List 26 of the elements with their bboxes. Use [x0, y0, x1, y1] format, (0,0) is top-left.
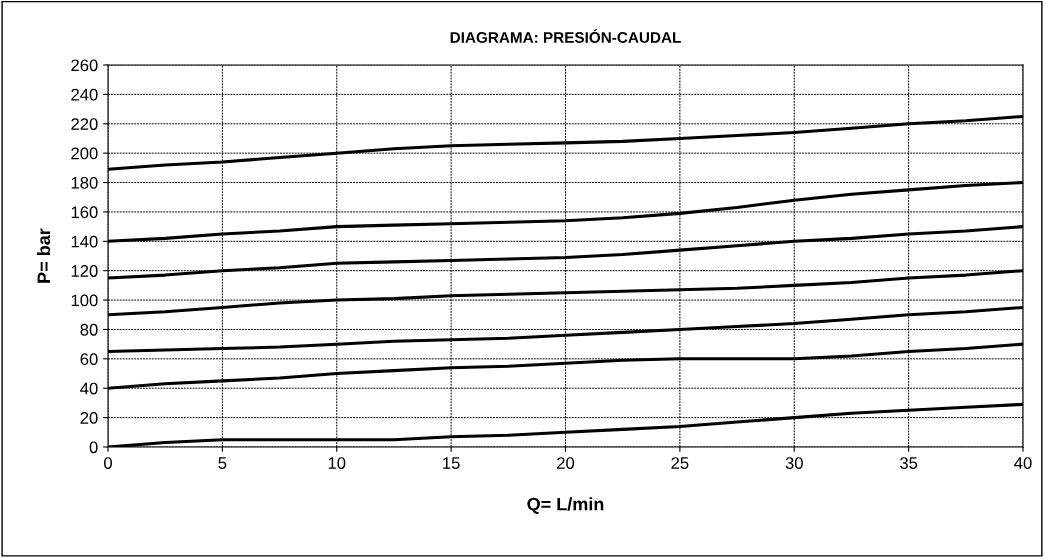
- x-tick-label: 25: [671, 457, 689, 469]
- y-tick-label: 180: [71, 176, 98, 189]
- x-tick-label: 20: [557, 457, 575, 469]
- x-tick-label: 30: [785, 457, 803, 469]
- y-tick-label: 60: [80, 353, 98, 366]
- x-tick-label: 10: [328, 457, 346, 469]
- x-tick-label: 15: [443, 457, 460, 469]
- y-tick-label: 40: [80, 382, 98, 395]
- y-tick-label: 260: [71, 59, 98, 72]
- x-tick-label: 40: [1014, 457, 1032, 469]
- x-tick-label: 35: [899, 457, 918, 469]
- y-tick-label: 120: [71, 265, 98, 277]
- y-axis-title: P= bar: [36, 228, 51, 283]
- y-tick-label: 240: [71, 88, 98, 101]
- y-tick-label: 100: [71, 294, 98, 307]
- y-tick-label: 20: [80, 412, 98, 424]
- x-tick-label: 0: [104, 457, 112, 469]
- x-axis-title: Q= L/min: [527, 497, 604, 514]
- y-tick-label: 140: [71, 235, 98, 248]
- y-tick-label: 0: [89, 441, 98, 454]
- y-tick-label: 160: [71, 206, 98, 219]
- y-tick-label: 220: [71, 118, 98, 130]
- y-tick-label: 200: [71, 147, 98, 160]
- y-tick-label: 80: [80, 323, 98, 336]
- x-tick-label: 5: [218, 457, 227, 469]
- chart-title: DIAGRAMA: PRESIÓN-CAUDAL: [450, 29, 681, 43]
